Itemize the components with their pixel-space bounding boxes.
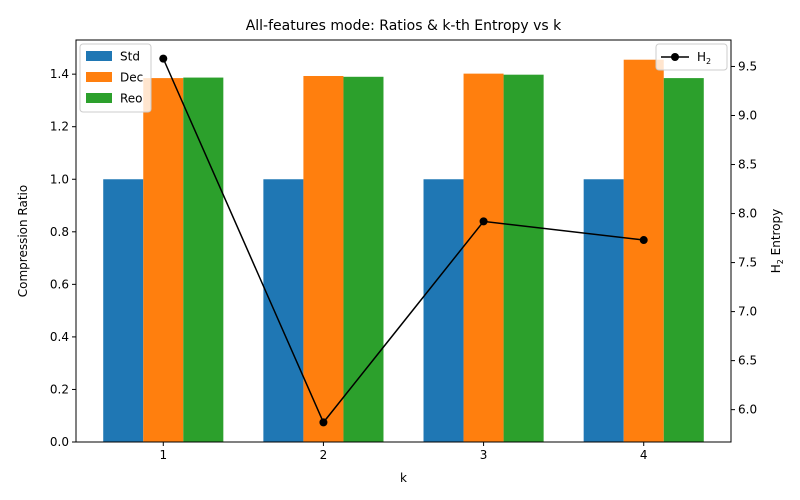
right-tick-label: 8.5 <box>738 158 757 172</box>
right-tick-label: 9.0 <box>738 108 757 122</box>
bar-std-k1 <box>103 179 144 443</box>
line-legend: H2 <box>655 43 728 71</box>
right-tick-label: 6.5 <box>738 354 757 368</box>
bar-legend: Std Dec Reo <box>79 43 152 113</box>
right-y-axis-label-rest: Entropy <box>769 209 783 259</box>
right-y-axis-label-base: H <box>769 264 783 273</box>
right-y-axis-label-subscript: 2 <box>776 259 785 264</box>
right-y-axis-label: H2 Entropy <box>769 209 785 274</box>
legend-swatch-reo <box>86 93 112 103</box>
left-axis: 0.0 0.2 0.4 0.6 0.8 1.0 1.2 1.4 <box>50 67 76 449</box>
left-tick-label: 1.4 <box>50 67 69 81</box>
legend-label-h2-base: H <box>697 50 706 64</box>
legend-label-h2: H2 <box>697 50 711 66</box>
left-tick-label: 0.2 <box>50 382 69 396</box>
legend-label-h2-subscript: 2 <box>706 57 711 66</box>
right-axis: 6.0 6.5 7.0 7.5 8.0 8.5 9.0 9.5 <box>731 59 757 417</box>
left-tick-label: 0.0 <box>50 435 69 449</box>
x-tick-label: 2 <box>320 448 328 462</box>
bars-group <box>103 59 704 443</box>
bar-std-k3 <box>423 179 464 443</box>
left-y-axis-label: Compression Ratio <box>16 185 30 298</box>
x-tick-label: 4 <box>640 448 648 462</box>
right-tick-label: 7.5 <box>738 256 757 270</box>
x-axis: 1 2 3 4 <box>159 442 648 462</box>
entropy-point-k2 <box>319 418 328 427</box>
bar-reo-k1 <box>183 77 224 443</box>
bar-dec-k2 <box>303 75 344 442</box>
left-tick-label: 0.4 <box>50 330 69 344</box>
right-tick-label: 8.0 <box>738 207 757 221</box>
legend-swatch-std <box>86 51 112 61</box>
entropy-line-group <box>159 54 648 427</box>
x-tick-label: 3 <box>480 448 488 462</box>
legend-marker-sample <box>671 53 679 61</box>
bar-reo-k3 <box>503 74 544 443</box>
right-tick-label: 6.0 <box>738 403 757 417</box>
plot-frame <box>75 39 732 443</box>
left-tick-label: 0.8 <box>50 225 69 239</box>
bar-reo-k2 <box>343 76 384 443</box>
bar-dec-k1 <box>143 78 184 443</box>
entropy-point-k3 <box>479 217 488 226</box>
right-tick-label: 9.5 <box>738 59 757 73</box>
left-tick-label: 1.2 <box>50 120 69 134</box>
bar-std-k4 <box>583 179 624 443</box>
legend-label-std: Std <box>120 50 140 64</box>
legend-label-reo: Reo <box>120 92 143 106</box>
chart-title: All-features mode: Ratios & k-th Entropy… <box>246 18 562 34</box>
left-tick-label: 0.6 <box>50 277 69 291</box>
bar-dec-k4 <box>623 59 664 443</box>
entropy-line <box>162 58 644 424</box>
bar-reo-k4 <box>663 78 704 443</box>
left-tick-label: 1.0 <box>50 172 69 186</box>
x-tick-label: 1 <box>159 448 167 462</box>
bar-dec-k3 <box>463 73 504 442</box>
entropy-point-k4 <box>639 236 648 245</box>
bar-std-k2 <box>263 179 304 443</box>
x-axis-label: k <box>400 471 407 485</box>
legend-label-dec: Dec <box>120 71 143 85</box>
right-tick-label: 7.0 <box>738 305 757 319</box>
legend-swatch-dec <box>86 72 112 82</box>
line-legend-box <box>655 43 728 71</box>
entropy-point-k1 <box>159 54 168 63</box>
